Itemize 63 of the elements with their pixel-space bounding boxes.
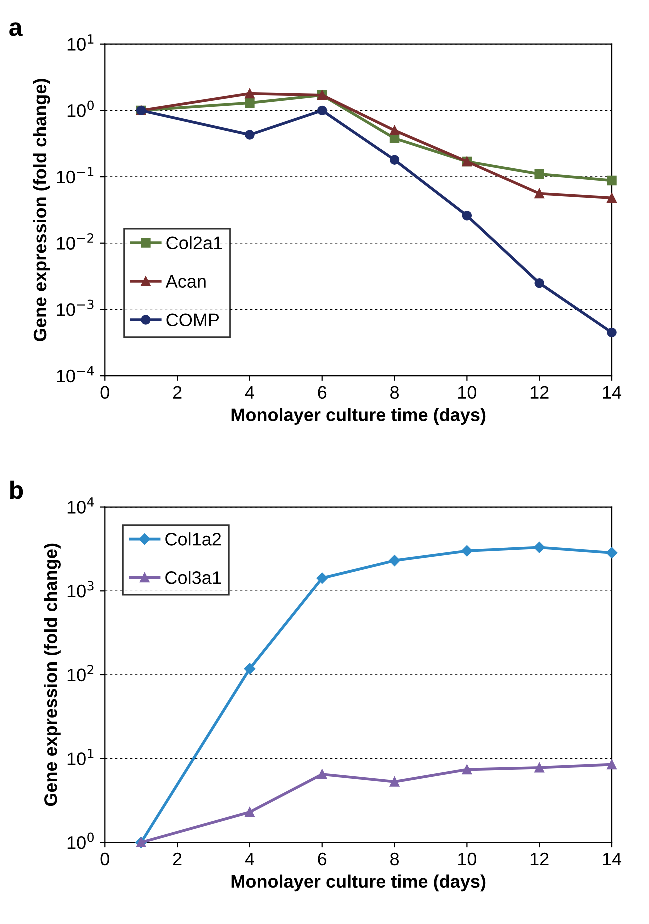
point xyxy=(245,807,255,818)
x-tick-label: 0 xyxy=(100,386,110,400)
y-axis-title: Gene expression (fold change) xyxy=(44,544,61,806)
point xyxy=(534,542,546,554)
legend-label: Col2a1 xyxy=(166,236,222,250)
point xyxy=(534,763,544,773)
point xyxy=(607,193,617,204)
point xyxy=(245,88,255,99)
x-tick-label: 14 xyxy=(603,853,622,866)
x-tick-label: 8 xyxy=(390,386,400,400)
point xyxy=(244,663,256,675)
x-tick-label: 4 xyxy=(245,853,254,866)
chart-title: a xyxy=(10,22,23,36)
y-tick-label: 10$^{−1}$ xyxy=(57,167,94,184)
point xyxy=(462,764,472,775)
point xyxy=(534,188,544,199)
y-tick-label: 10$^{−4}$ xyxy=(57,366,94,383)
point xyxy=(607,328,617,338)
x-tick-label: 0 xyxy=(100,852,110,866)
x-tick-label: 6 xyxy=(318,386,327,400)
y-tick-label: 10$^{−3}$ xyxy=(57,300,94,316)
x-axis-title: Monolayer culture time (days) xyxy=(232,874,486,892)
legend-label: Col1a2 xyxy=(166,532,222,546)
x-tick-label: 12 xyxy=(530,386,549,399)
point xyxy=(606,547,618,559)
y-tick-label: 10$^{1}$ xyxy=(68,749,94,766)
x-tick-label: 14 xyxy=(603,386,622,399)
x-tick-label: 2 xyxy=(173,852,182,866)
point xyxy=(318,106,328,116)
point xyxy=(462,210,472,221)
x-tick-label: 4 xyxy=(245,386,254,399)
point xyxy=(534,278,544,288)
y-tick-label: 10$^{4}$ xyxy=(68,498,94,514)
y-tick-label: 10$^{2}$ xyxy=(68,665,94,682)
chart-title: b xyxy=(10,480,24,500)
point xyxy=(245,130,255,140)
point xyxy=(390,777,400,787)
point xyxy=(316,572,328,584)
point xyxy=(390,155,400,165)
y-tick-label: 10$^{1}$ xyxy=(68,34,94,51)
y-tick-label: 10$^{3}$ xyxy=(68,581,94,598)
point xyxy=(245,98,255,108)
y-tick-label: 10$^{−2}$ xyxy=(57,233,94,250)
y-axis-title: Gene expression (fold change) xyxy=(33,79,50,342)
x-tick-label: 10 xyxy=(458,386,477,400)
point xyxy=(318,770,328,780)
x-tick-label: 2 xyxy=(173,386,182,399)
point xyxy=(389,555,400,566)
point xyxy=(534,169,544,180)
y-tick-label: 10$^{0}$ xyxy=(68,832,94,850)
legend-label: COMP xyxy=(166,314,220,327)
legend-label: Acan xyxy=(166,275,206,288)
x-tick-label: 8 xyxy=(390,852,400,866)
y-tick-label: 10$^{0}$ xyxy=(68,100,94,118)
x-tick-label: 12 xyxy=(530,852,549,866)
x-axis-title: Monolayer culture time (days) xyxy=(232,408,486,426)
point xyxy=(607,176,617,186)
legend-label: Col3a1 xyxy=(166,571,222,584)
point xyxy=(462,546,473,557)
point xyxy=(607,760,617,770)
point xyxy=(390,126,400,136)
x-tick-label: 10 xyxy=(458,852,477,866)
x-tick-label: 6 xyxy=(318,852,327,866)
